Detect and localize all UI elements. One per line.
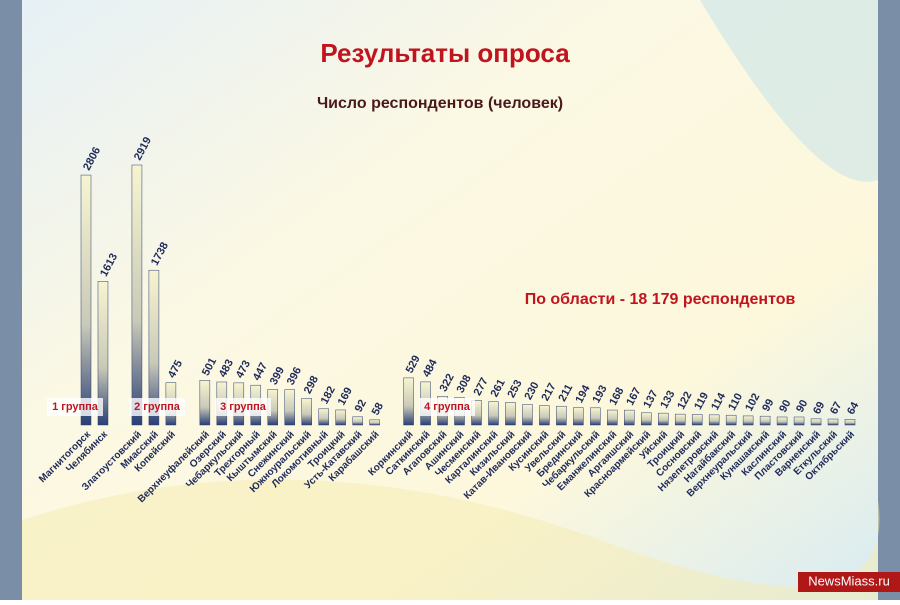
bar [80,174,92,426]
bar [199,380,211,426]
bar [691,414,703,426]
bar [284,389,295,426]
group-label-box [215,398,271,416]
bar [539,405,550,426]
bar [488,401,499,426]
group-label-box [419,398,475,416]
group-label: 3 группа [220,401,267,413]
bar [403,377,414,426]
bar [776,416,788,426]
value-label: 67 [828,400,844,416]
group-label-box [129,398,185,416]
value-label: 69 [811,400,827,416]
bar [369,419,380,426]
bar [827,418,839,426]
bar [759,415,771,426]
bar [318,408,329,426]
value-label: 90 [794,398,810,414]
bar [793,416,805,426]
annotation: По области - 18 179 респондентов [525,291,796,308]
group-label: 4 группа [424,401,471,413]
bar [522,404,533,426]
value-label: 58 [370,401,386,417]
bar [674,413,686,426]
bar [624,409,635,426]
bar [590,407,601,426]
bar [301,398,312,426]
bar [725,414,737,426]
group-label-box [47,398,103,416]
watermark: NewsMiass.ru [808,573,890,588]
group-label: 2 группа [134,401,181,413]
bar [810,418,822,426]
chart-subtitle: Число респондентов (человек) [317,95,563,112]
bar [556,405,567,426]
bar [573,407,584,426]
bar [641,412,652,426]
bar [131,164,143,426]
bar [844,419,856,426]
bar [607,409,618,426]
watermark-box [798,572,900,592]
decor [700,0,878,182]
chart-title: Результаты опроса [320,38,570,68]
bar [742,415,754,426]
value-label: 92 [353,398,369,414]
bar [148,269,160,426]
bar [657,412,669,426]
bar [352,416,363,426]
bar [708,414,720,426]
bar [335,409,346,426]
bar [505,402,516,426]
value-label: 90 [777,398,793,414]
bar [97,281,109,426]
group-label: 1 группа [52,401,99,413]
decor [22,479,880,600]
value-label: 99 [760,397,776,413]
